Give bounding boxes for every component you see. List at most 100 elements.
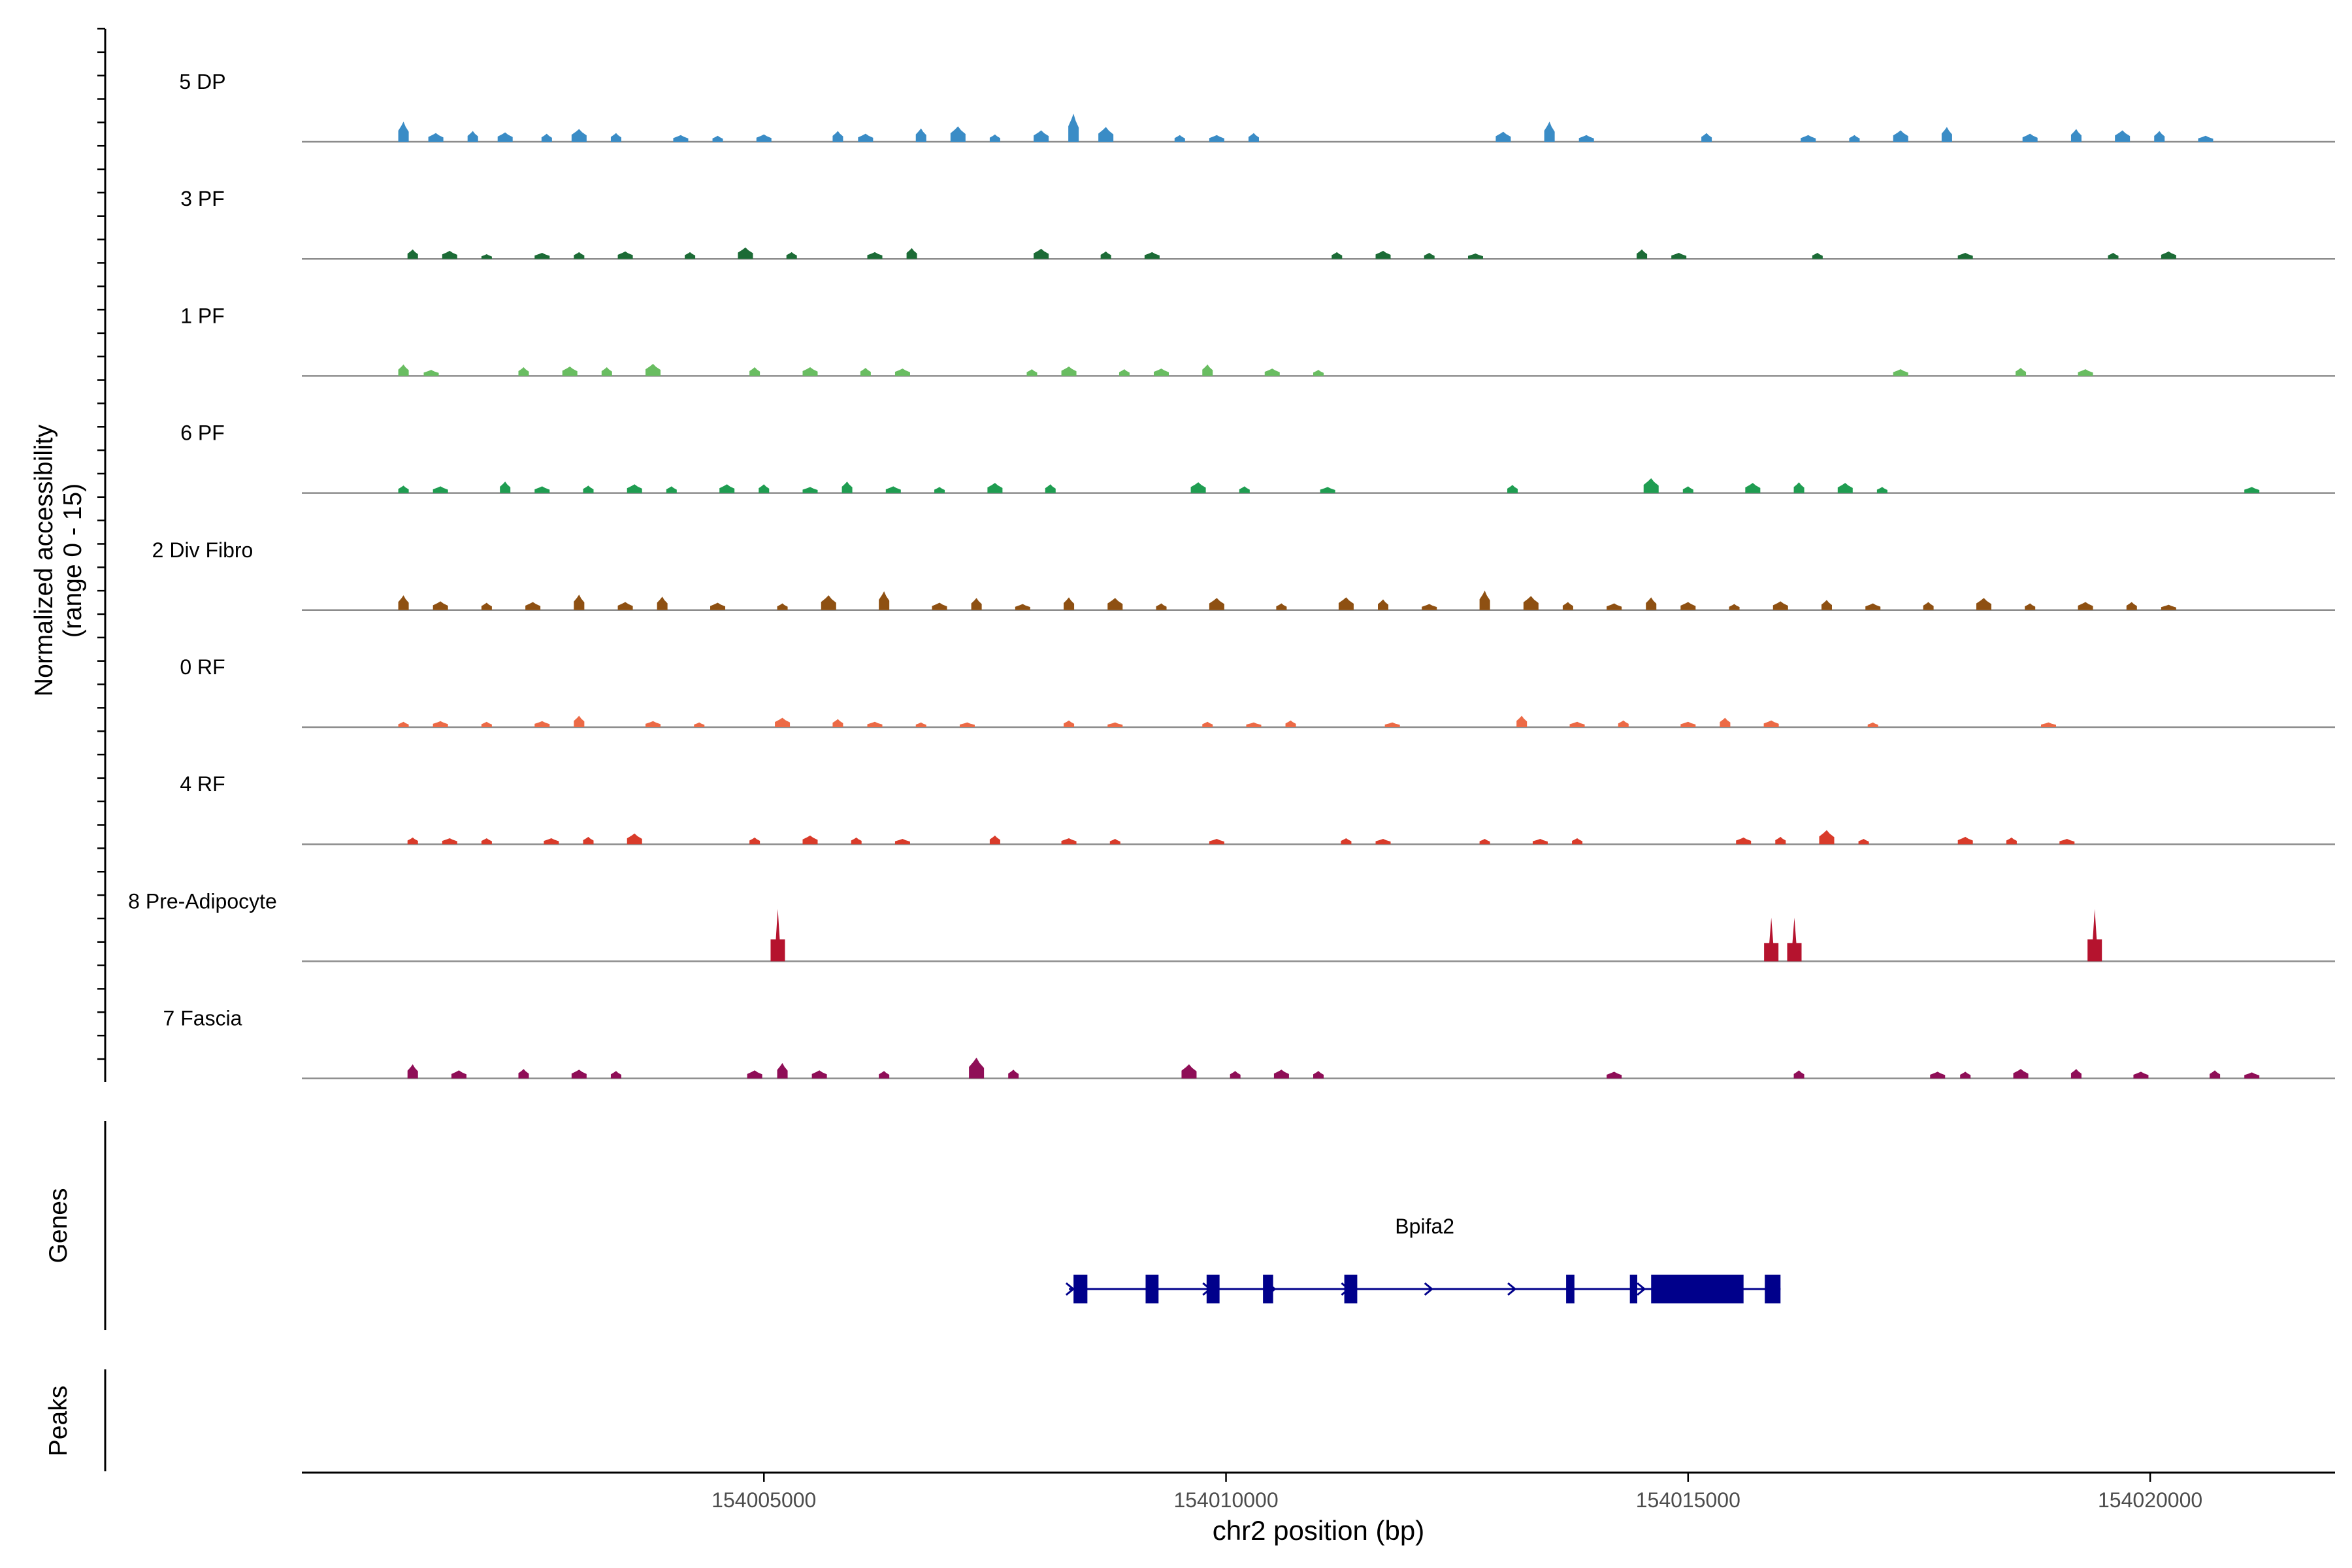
coverage-peak [811,1070,827,1079]
coverage-peak [1285,720,1296,727]
coverage-peak [627,484,642,493]
coverage-peak [481,721,492,727]
coverage-peak [500,482,511,493]
coverage-peak [950,126,966,142]
coverage-peak [1801,135,1816,142]
coverage-peak [710,602,726,610]
coverage-peak [851,837,862,845]
coverage-peak [534,252,550,259]
coverage-peak [2210,1070,2221,1079]
coverage-peak [1479,838,1490,845]
coverage-peak [770,909,785,962]
gene-exon [1765,1275,1781,1303]
coverage-peak [1876,487,1887,493]
coverage-peak [2115,130,2131,142]
coverage-peak [906,248,917,259]
track-7-fascia: 7 Fascia [163,1007,2335,1079]
coverage-peak [1637,249,1648,259]
coverage-peak [407,837,418,845]
coverage-peak [1467,253,1483,259]
coverage-peak [442,838,457,845]
x-tick-label: 154020000 [2098,1488,2202,1512]
coverage-peak [1858,838,1869,845]
coverage-peak [879,591,890,610]
coverage-peak [1680,721,1696,727]
genes-panel-label: Genes [44,1188,73,1264]
coverage-peak [1507,485,1518,493]
coverage-peak [1338,597,1354,610]
coverage-peak [1248,133,1259,142]
coverage-peak [657,596,668,610]
coverage-peak [2161,604,2176,610]
coverage-peak [428,133,444,142]
coverage-peak [1671,252,1687,259]
coverage-peak [1034,130,1049,142]
coverage-peak [1720,717,1731,727]
track-label: 7 Fascia [163,1007,242,1030]
track-2-div-fibro: 2 Div Fibro [152,538,2335,612]
coverage-peak [666,486,677,493]
coverage-peak [1793,482,1805,493]
coverage-peak [832,131,843,142]
coverage-peak [1957,252,1973,259]
coverage-peak [1064,720,1075,727]
track-8-pre-adipocyte: 8 Pre-Adipocyte [128,889,2335,962]
coverage-peak [2198,135,2213,142]
coverage-peak [1893,369,1908,376]
coverage-peak [1375,250,1391,259]
coverage-peak [685,252,696,259]
coverage-peak [1821,600,1832,610]
coverage-peak [1772,601,1788,610]
coverage-peak [989,134,1000,142]
coverage-peak [1960,1071,1971,1079]
coverage-peak [1941,127,1952,142]
coverage-peak [1375,838,1391,845]
coverage-peak [2087,909,2102,962]
track-label: 8 Pre-Adipocyte [128,889,277,913]
track-label: 3 PF [180,187,225,210]
coverage-peak [1572,838,1583,845]
coverage-peak [777,1062,788,1079]
coverage-peak [1516,715,1527,727]
coverage-peak [1107,722,1123,727]
coverage-peak [2070,129,2082,142]
coverage-peak [1544,122,1555,142]
x-axis-ticks: 154005000 154010000 154015000 154020000 [711,1473,2202,1512]
coverage-peak [433,721,448,727]
coverage-peak [525,602,541,610]
track-5-dp: 5 DP [179,70,2335,143]
coverage-peak [2133,1071,2149,1079]
coverage-peak [407,1064,418,1079]
coverage-peak [915,722,926,727]
coverage-peak [518,1069,529,1079]
coverage-peak [777,603,788,610]
coverage-peak [617,251,633,259]
coverage-peak [989,835,1000,845]
coverage-peak [2040,722,2056,727]
coverage-peak [1893,130,1908,142]
gene-exon [1073,1275,1088,1303]
coverage-peak [1209,598,1224,610]
coverage-peak [1680,602,1696,610]
coverage-peak [894,368,910,376]
coverage-peak [2070,1069,2082,1079]
coverage-peak [1384,722,1400,727]
coverage-peak [574,252,585,259]
gene-exon [1629,1275,1638,1303]
gene-exon [1651,1275,1744,1303]
track-label: 0 RF [180,655,225,679]
coverage-peak [2108,252,2119,259]
coverage-peak [1976,598,1991,610]
strand-arrow [1637,1282,1646,1296]
track-label: 1 PF [180,304,225,327]
coverage-peak [2025,603,2036,610]
coverage-peak [1313,1071,1324,1079]
coverage-peak [756,134,772,142]
coverage-peak [1682,486,1693,493]
coverage-peak [583,485,594,493]
coverage-peak [802,835,818,845]
coverage-peak [694,722,705,727]
coverage-peak [1313,370,1324,376]
coverage-peak [712,135,723,142]
coverage-peak [601,367,612,376]
